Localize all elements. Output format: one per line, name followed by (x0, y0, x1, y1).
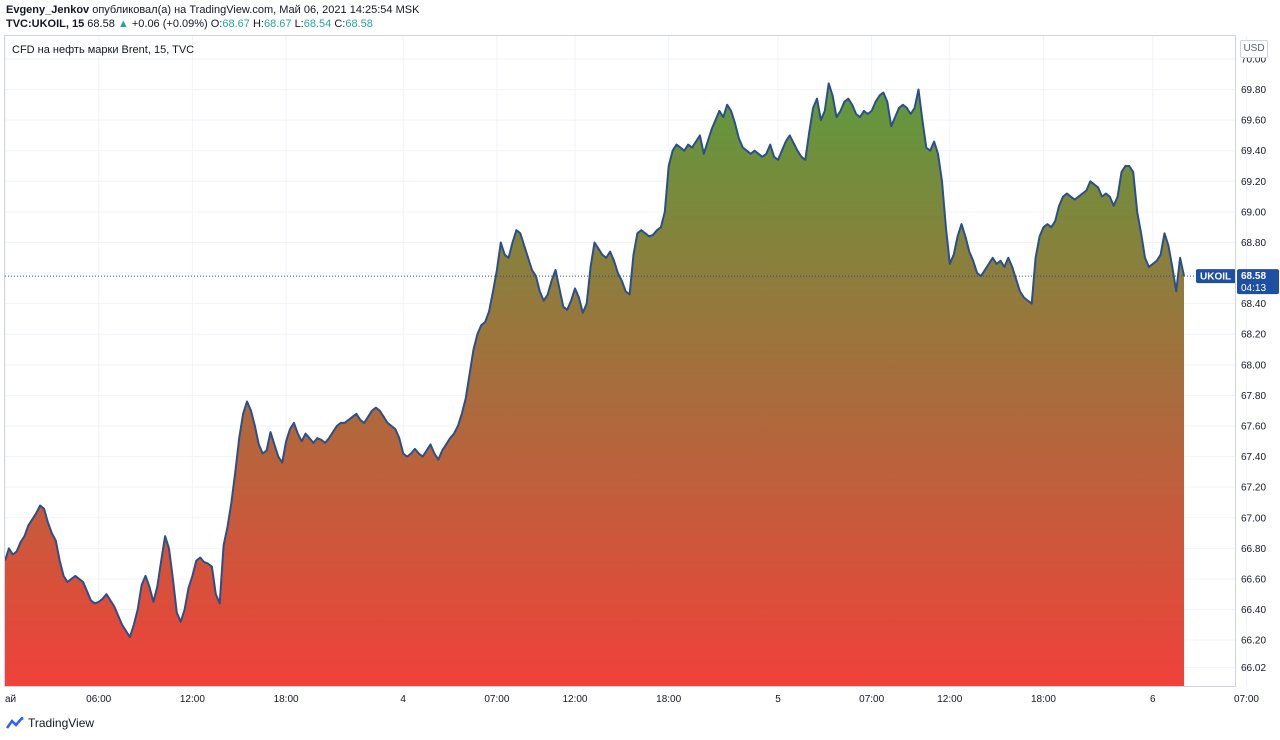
author-name[interactable]: Evgeny_Jenkov (6, 4, 90, 16)
y-tick-label: 70.00 (1241, 54, 1266, 65)
price-change: +0.06 (+0.09%) (131, 18, 208, 30)
y-tick-label: 66.80 (1241, 544, 1266, 555)
currency-button[interactable]: USD (1240, 40, 1268, 58)
last-price: 68.58 (87, 18, 115, 30)
price-label-value: 68.58 (1241, 271, 1266, 282)
up-arrow-icon: ▲ (117, 18, 129, 30)
symbol-title: TVC:UKOIL, 15 (6, 18, 85, 30)
y-tick-label: 66.02 (1241, 663, 1266, 674)
y-tick-label: 67.00 (1241, 513, 1266, 524)
y-tick-label: 66.20 (1241, 636, 1266, 647)
x-tick-label: ай (5, 694, 16, 705)
y-tick-label: 68.40 (1241, 299, 1266, 310)
plot-frame (4, 35, 1236, 687)
x-tick-label: 12:00 (562, 694, 587, 705)
low-label: L: (294, 18, 304, 30)
y-tick-label: 68.80 (1241, 238, 1266, 249)
y-tick-label: 69.00 (1241, 207, 1266, 218)
high-label: H: (252, 18, 264, 30)
series-legend: CFD на нефть марки Brent, 15, TVC (12, 44, 195, 56)
x-tick-label: 06:00 (86, 694, 111, 705)
price-label-box (1237, 269, 1279, 295)
y-tick-label: 68.00 (1241, 360, 1266, 371)
brand-name: TradingView (28, 716, 95, 730)
y-tick-label: 68.20 (1241, 330, 1266, 341)
y-tick-label: 67.80 (1241, 391, 1266, 402)
current-price-label: 68.58 04:13 UKOIL (1196, 269, 1279, 295)
ohlc-line: TVC:UKOIL, 15 68.58 ▲ +0.06 (+0.09%) O:6… (6, 17, 373, 31)
low-value: 68.54 (303, 18, 332, 30)
price-label-countdown: 04:13 (1241, 283, 1266, 294)
open-value: 68.67 (222, 18, 250, 30)
y-tick-label: 69.60 (1241, 116, 1266, 127)
tradingview-logo[interactable]: TradingView (6, 716, 94, 730)
y-tick-label: 67.20 (1241, 483, 1266, 494)
price-area (5, 83, 1184, 686)
close-label: C: (334, 18, 346, 30)
price-line (4, 82, 1185, 639)
y-tick-label: 69.20 (1241, 177, 1266, 188)
open-label: O: (210, 18, 223, 30)
x-tick-label: 07:00 (1234, 694, 1259, 705)
y-tick-label: 66.40 (1241, 605, 1266, 616)
close-value: 68.58 (345, 18, 373, 30)
x-tick-label: 18:00 (274, 694, 299, 705)
x-tick-label: 18:00 (1031, 694, 1056, 705)
tradingview-logo-icon (6, 717, 24, 729)
published-text: опубликовал(а) на TradingView.com, Май 0… (92, 4, 420, 16)
price-axis[interactable]: 70.0069.8069.6069.4069.2069.0068.8068.60… (1241, 54, 1266, 674)
symbol-label-box (1196, 269, 1236, 284)
x-tick-label: 4 (400, 694, 406, 705)
high-value: 68.67 (263, 18, 292, 30)
x-tick-label: 5 (775, 694, 781, 705)
x-tick-label: 18:00 (656, 694, 681, 705)
y-tick-label: 69.80 (1241, 85, 1266, 96)
y-tick-label: 67.60 (1241, 422, 1266, 433)
x-tick-label: 12:00 (937, 694, 962, 705)
x-tick-label: 6 (1150, 694, 1156, 705)
y-tick-label: 66.60 (1241, 574, 1266, 585)
time-axis[interactable]: ай 06:00 12:00 18:00 4 07:00 12:00 18:00 5 07:00 1… (5, 694, 1280, 705)
x-tick-label: 07:00 (484, 694, 509, 705)
y-tick-label: 69.40 (1241, 146, 1266, 157)
x-tick-label: 12:00 (180, 694, 205, 705)
x-tick-label: 07:00 (859, 694, 884, 705)
publish-line: Evgeny_Jenkov опубликовал(а) на TradingV… (6, 3, 419, 17)
y-tick-label: 67.40 (1241, 452, 1266, 463)
symbol-label: UKOIL (1200, 272, 1231, 283)
